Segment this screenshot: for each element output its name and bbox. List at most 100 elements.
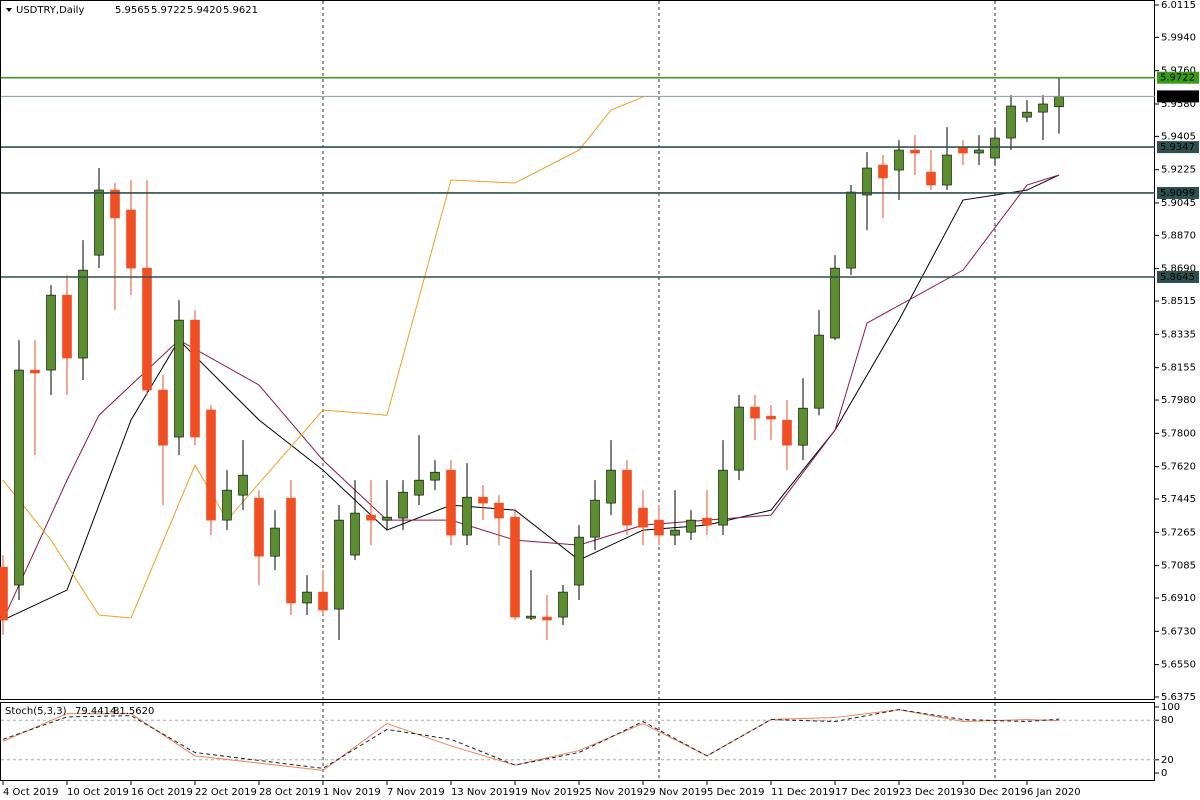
y-tick-label: 5.8690 — [1161, 264, 1196, 275]
candle-body — [478, 496, 488, 504]
candle-body — [622, 469, 632, 526]
x-tick-label: 22 Oct 2019 — [195, 787, 257, 798]
y-tick-label: 5.9045 — [1161, 198, 1196, 209]
y-tick-label: 5.7265 — [1161, 527, 1196, 538]
candle-body — [942, 154, 952, 186]
y-tick-label: 5.6910 — [1161, 593, 1196, 604]
candle-body — [686, 519, 696, 533]
price-level-label: 5.9347 — [1160, 142, 1195, 153]
x-tick-label: 30 Dec 2019 — [963, 787, 1027, 798]
candle-body — [222, 489, 232, 521]
stoch-panel — [0, 702, 1155, 781]
menu-arrow[interactable] — [6, 8, 12, 12]
y-tick-label: 5.8870 — [1161, 230, 1196, 241]
x-tick-label: 16 Oct 2019 — [131, 787, 193, 798]
candle-body — [990, 137, 1000, 159]
candle-body — [926, 171, 936, 186]
candle-body — [414, 479, 424, 496]
x-tick-label: 19 Nov 2019 — [515, 787, 579, 798]
candle-body — [606, 469, 616, 504]
candle-body — [254, 497, 264, 557]
y-tick-label: 5.9940 — [1161, 32, 1196, 43]
candle-body — [286, 497, 296, 604]
price-level-label: 5.8645 — [1160, 272, 1195, 283]
candle-body — [430, 471, 440, 481]
price-level-box — [1157, 186, 1199, 199]
candle-body — [30, 369, 40, 374]
candle-body — [782, 419, 792, 446]
indicator-line — [2, 709, 1060, 771]
candle-body — [654, 519, 664, 536]
price-level-box — [1157, 71, 1199, 84]
candle-body — [0, 566, 8, 621]
stoch-value: 79.4414 — [75, 706, 116, 717]
candle-body — [878, 164, 888, 179]
candle-body — [446, 469, 456, 536]
x-tick-label: 13 Nov 2019 — [451, 787, 515, 798]
candle-body — [46, 294, 56, 371]
candle-body — [734, 406, 744, 471]
indicator-line — [2, 96, 644, 619]
candle-body — [894, 149, 904, 171]
y-tick-label: 5.6375 — [1161, 692, 1196, 703]
x-tick-label: 7 Nov 2019 — [387, 787, 445, 798]
x-tick-label: 4 Oct 2019 — [3, 787, 58, 798]
candle-body — [190, 319, 200, 438]
y-tick-label: 5.8335 — [1161, 329, 1196, 340]
x-tick-label: 5 Dec 2019 — [707, 787, 765, 798]
candle-body — [462, 496, 472, 536]
candle-body — [750, 406, 760, 419]
y-tick-label: 5.7620 — [1161, 462, 1196, 473]
candle-body — [526, 615, 536, 619]
candle-body — [590, 499, 600, 538]
header-open: 5.9565 — [115, 5, 150, 16]
candle-body — [510, 516, 520, 618]
candle-body — [1038, 103, 1048, 113]
candle-body — [766, 415, 776, 420]
candle-body — [238, 474, 248, 496]
stoch-tick-label: 100 — [1161, 702, 1180, 713]
y-tick-label: 5.7085 — [1161, 561, 1196, 572]
stoch-tick-label: 20 — [1161, 755, 1174, 766]
x-tick-label: 11 Dec 2019 — [771, 787, 835, 798]
x-tick-label: 25 Nov 2019 — [579, 787, 643, 798]
candle-body — [542, 616, 552, 621]
candle-body — [94, 189, 104, 256]
x-tick-label: 6 Jan 2020 — [1027, 787, 1081, 798]
price-level-label: 5.9722 — [1160, 73, 1195, 84]
candle-body — [78, 269, 88, 359]
y-tick-label: 5.9405 — [1161, 131, 1196, 142]
stoch-tick-label: 80 — [1161, 715, 1174, 726]
stoch-label: Stoch(5,3,3) — [5, 706, 67, 717]
header-high: 5.9722 — [151, 5, 186, 16]
candle-body — [574, 536, 584, 586]
x-tick-label: 28 Oct 2019 — [259, 787, 321, 798]
stoch-tick-label: 0 — [1161, 768, 1167, 779]
candle-body — [302, 591, 312, 604]
candle-body — [910, 149, 920, 154]
candle-body — [814, 334, 824, 409]
candle-body — [798, 407, 808, 446]
candle-body — [126, 209, 136, 269]
candle-body — [350, 512, 360, 556]
x-tick-label: 29 Nov 2019 — [643, 787, 707, 798]
candle-body — [270, 527, 280, 557]
candle-body — [494, 502, 504, 519]
candle-body — [958, 147, 968, 154]
price-level-box — [1157, 90, 1199, 103]
indicator-line — [2, 174, 1060, 621]
y-tick-label: 5.9580 — [1161, 99, 1196, 110]
candle-body — [174, 319, 184, 438]
header-low: 5.9420 — [187, 5, 222, 16]
candle-body — [974, 149, 984, 154]
candle-body — [62, 294, 72, 359]
candle-body — [1022, 111, 1032, 118]
y-tick-label: 5.6730 — [1161, 626, 1196, 637]
price-level-label: 5.9099 — [1160, 188, 1195, 199]
x-tick-label: 10 Oct 2019 — [67, 787, 129, 798]
candle-body — [318, 591, 328, 611]
candle-body — [334, 519, 344, 610]
price-level-box — [1157, 270, 1199, 283]
candle-body — [206, 409, 216, 521]
